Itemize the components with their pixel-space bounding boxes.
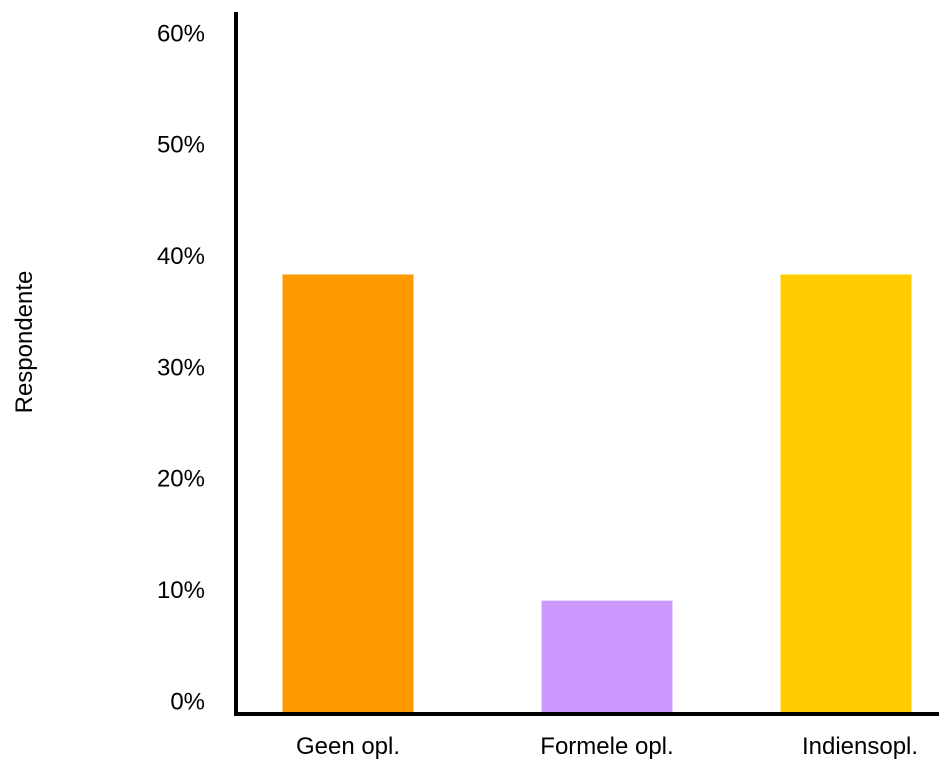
x-category-label: Formele opl. <box>540 733 673 760</box>
y-tick-label: 50% <box>157 132 205 159</box>
y-tick-label: 20% <box>157 466 205 493</box>
bars <box>282 274 912 712</box>
x-axis-labels: Geen opl. Formele opl. Indiensopl. <box>296 733 918 760</box>
bar <box>282 274 414 712</box>
x-category-label: Indiensopl. <box>802 733 918 760</box>
bar <box>541 600 673 712</box>
bar <box>780 274 912 712</box>
y-tick-label: 30% <box>157 354 205 381</box>
y-axis-title: Respondente <box>11 271 38 414</box>
y-tick-label: 0% <box>170 688 205 715</box>
x-category-label: Geen opl. <box>296 733 400 760</box>
y-tick-label: 10% <box>157 577 205 604</box>
y-axis-ticks: 0% 10% 20% 30% 40% 50% 60% <box>157 20 205 715</box>
y-tick-label: 40% <box>157 243 205 270</box>
y-tick-label: 60% <box>157 20 205 47</box>
